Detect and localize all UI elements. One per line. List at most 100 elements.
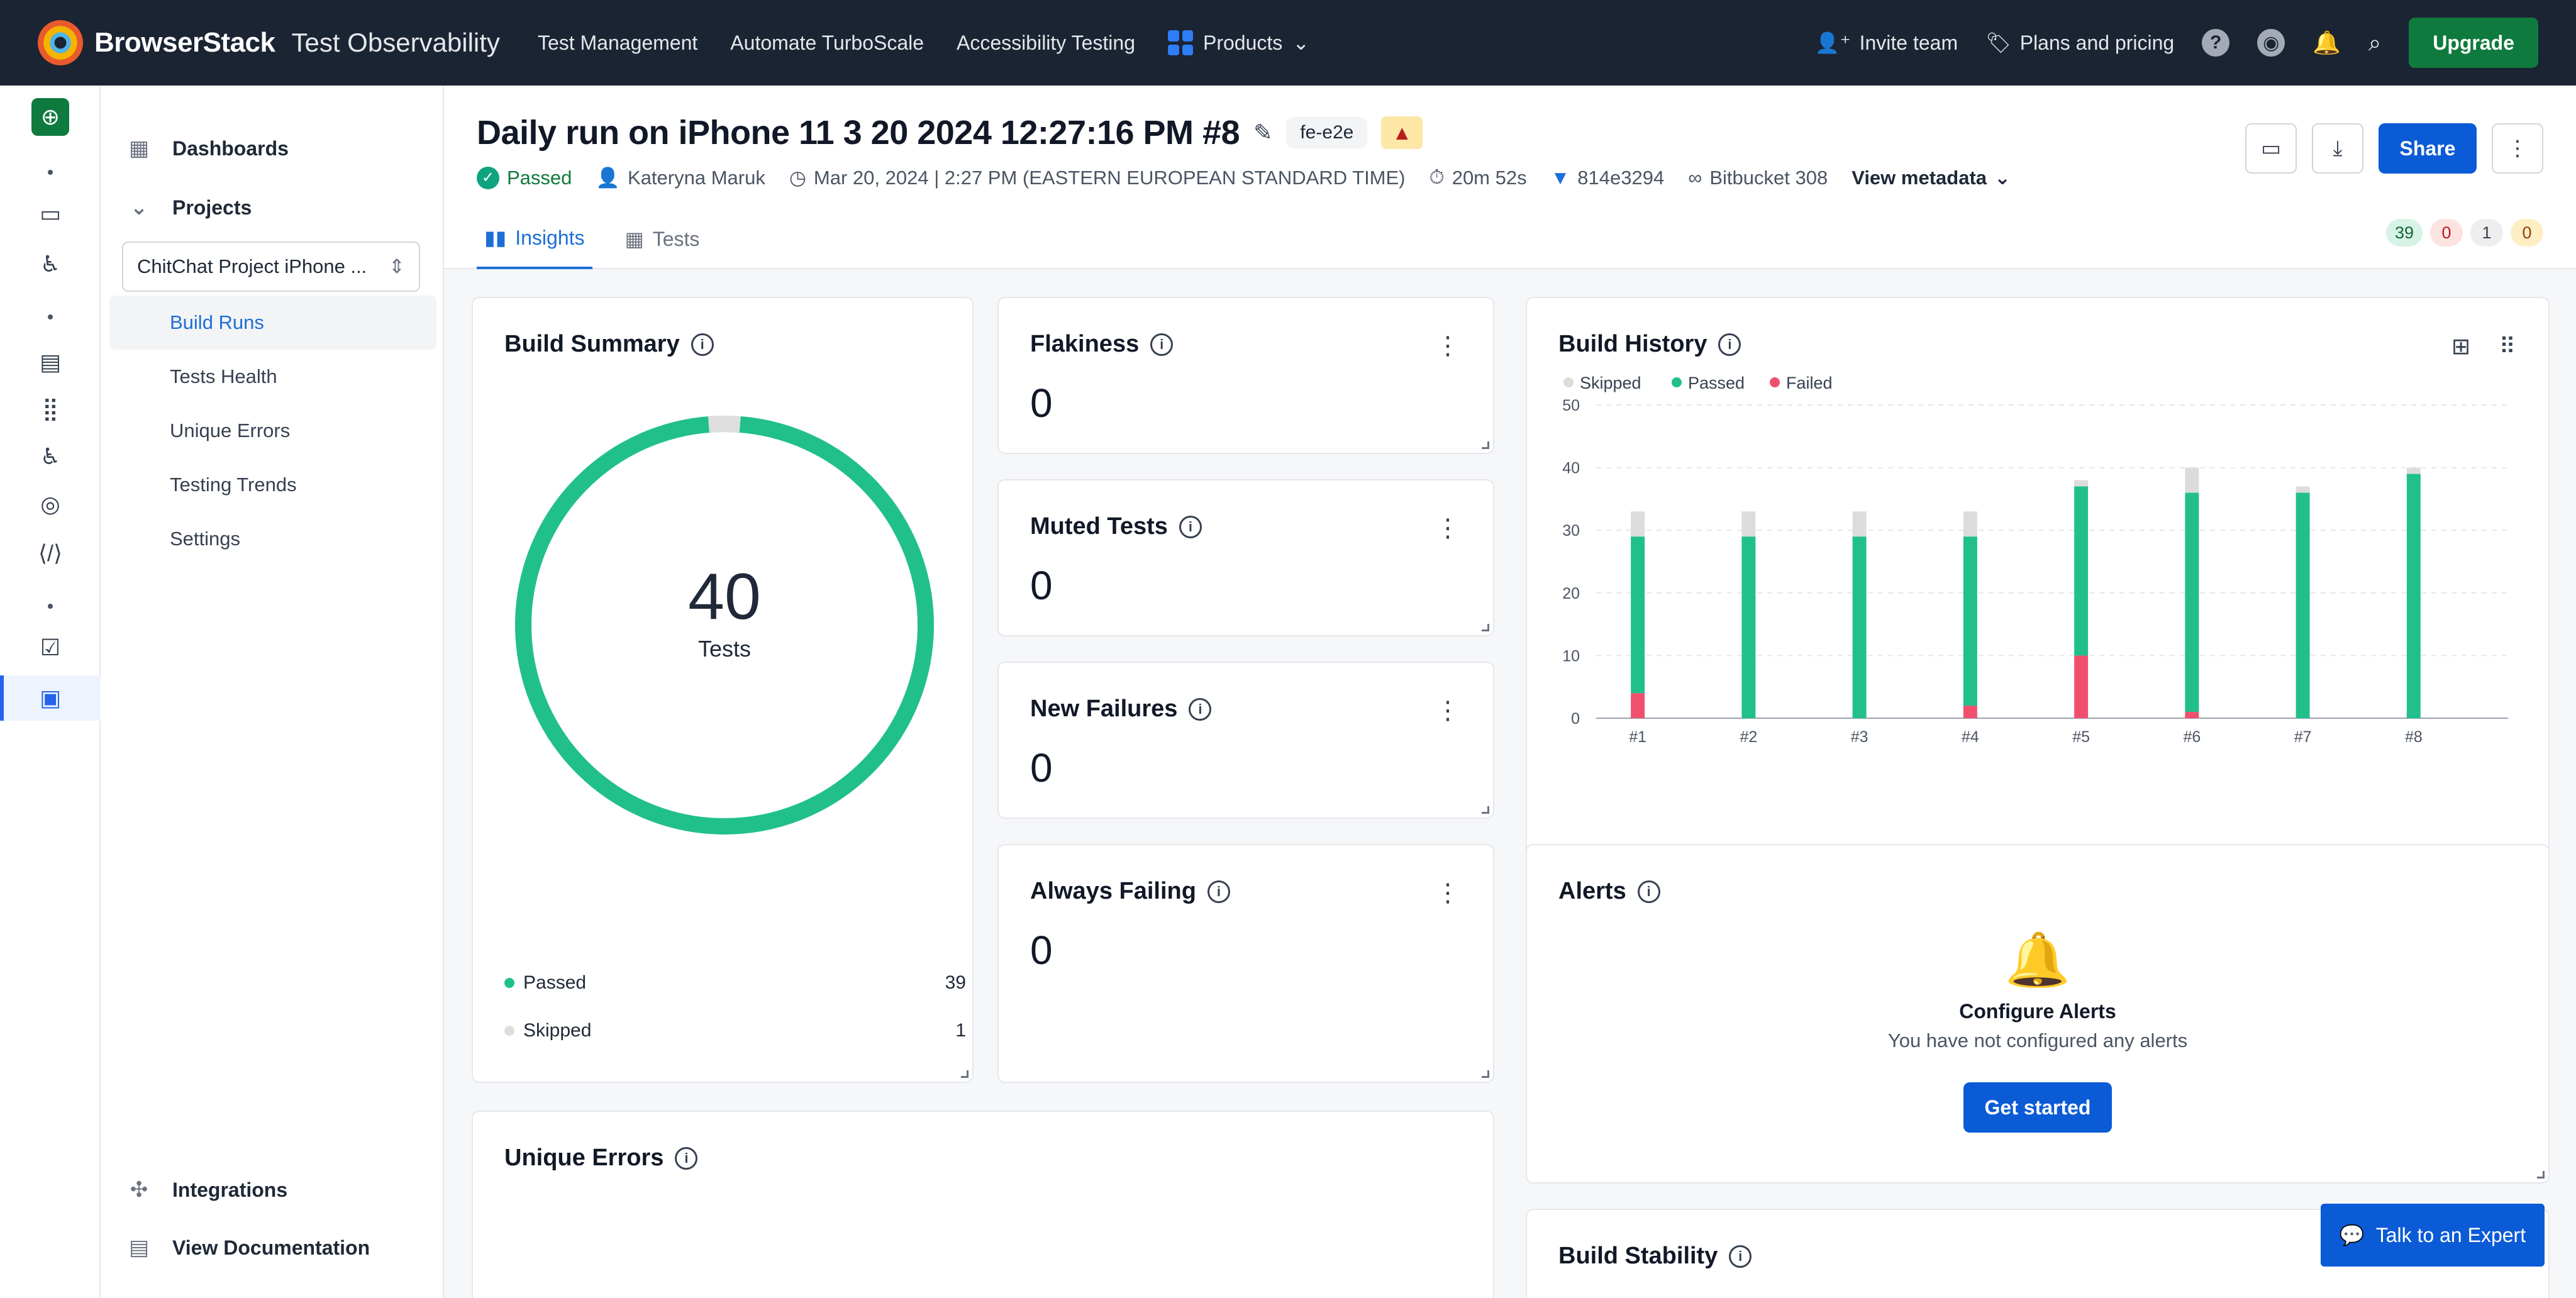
title-row: Daily run on iPhone 11 3 20 2024 12:27:1… bbox=[477, 113, 1423, 152]
always-failing-card: Always Failing i ⋮ 0 bbox=[997, 844, 1494, 1083]
comment-button[interactable]: ▭ bbox=[2245, 123, 2297, 174]
plans-pricing-link[interactable]: 🏷 Plans and pricing bbox=[1985, 31, 2174, 55]
info-icon[interactable]: i bbox=[1718, 333, 1741, 356]
bell-icon[interactable]: 🔔 bbox=[2312, 30, 2341, 55]
edit-wand-icon[interactable]: ✎ bbox=[1253, 119, 1273, 145]
side-nav-footer: ✣ Integrations ▤ View Documentation bbox=[101, 1165, 443, 1273]
talk-to-expert-button[interactable]: 💬 Talk to an Expert bbox=[2321, 1204, 2545, 1267]
y-tick-label: 20 bbox=[1562, 585, 1580, 602]
resize-handle[interactable] bbox=[1482, 624, 1489, 631]
flaky-count[interactable]: 0 bbox=[2511, 219, 2543, 247]
globe-icon[interactable]: ⊕ bbox=[31, 98, 69, 136]
integrations-link[interactable]: ✣ Integrations bbox=[101, 1165, 443, 1215]
nav-test-management[interactable]: Test Management bbox=[537, 31, 698, 54]
projects-toggle[interactable]: ⌄ Projects bbox=[101, 182, 443, 233]
talk-to-expert-label: Talk to an Expert bbox=[2375, 1223, 2526, 1246]
nav-automate-turboscale[interactable]: Automate TurboScale bbox=[730, 31, 924, 54]
test-management-icon[interactable]: ☑ bbox=[40, 635, 61, 660]
info-icon[interactable]: i bbox=[1207, 880, 1230, 903]
passed-count[interactable]: 39 bbox=[2385, 219, 2423, 247]
products-grid-icon bbox=[1168, 30, 1193, 55]
brand-name: BrowserStack bbox=[94, 27, 275, 58]
upgrade-button[interactable]: Upgrade bbox=[2409, 18, 2538, 68]
info-icon[interactable]: i bbox=[691, 333, 714, 356]
devices-icon[interactable]: ▭ bbox=[39, 201, 61, 226]
info-icon[interactable]: i bbox=[1189, 697, 1212, 721]
sidebar-item-tests-health[interactable]: Tests Health bbox=[170, 365, 277, 387]
info-icon[interactable]: i bbox=[1637, 880, 1660, 903]
document-icon: ▤ bbox=[128, 1236, 150, 1260]
help-icon[interactable]: ? bbox=[2202, 29, 2230, 57]
bar-passed bbox=[2185, 492, 2199, 713]
get-started-button[interactable]: Get started bbox=[1963, 1082, 2112, 1133]
drag-handle-icon[interactable]: ⠿ bbox=[2499, 333, 2516, 359]
build-meta: ✓ Passed 👤 Kateryna Maruk ◷ Mar 20, 2024… bbox=[477, 166, 2011, 189]
share-button[interactable]: Share bbox=[2379, 123, 2477, 174]
passed-dot bbox=[504, 978, 514, 988]
bitbucket-link[interactable]: ∞ Bitbucket 308 bbox=[1688, 167, 1828, 189]
apps-grid-icon[interactable]: ⣿ bbox=[42, 396, 59, 421]
failed-count[interactable]: 0 bbox=[2430, 219, 2463, 247]
resize-handle[interactable] bbox=[961, 1070, 969, 1078]
new-failures-card: New Failures i ⋮ 0 bbox=[997, 662, 1494, 819]
nav-accessibility-testing[interactable]: Accessibility Testing bbox=[957, 31, 1135, 54]
kebab-icon[interactable]: ⋮ bbox=[1435, 332, 1460, 360]
download-button[interactable]: ⤓ bbox=[2312, 123, 2363, 174]
bar-passed bbox=[1963, 536, 1977, 706]
accessibility-icon[interactable]: ♿ bbox=[40, 251, 61, 277]
x-tick-label: #7 bbox=[2294, 728, 2312, 746]
account-icon[interactable]: ◉ bbox=[2257, 29, 2285, 57]
resize-handle[interactable] bbox=[2537, 1171, 2545, 1179]
x-tick-label: #8 bbox=[2405, 728, 2423, 746]
resize-handle[interactable] bbox=[1482, 1070, 1489, 1078]
project-select[interactable]: ChitChat Project iPhone ... ⇕ bbox=[122, 241, 420, 292]
legend-passed-label: Passed bbox=[523, 972, 587, 993]
app-devices-icon[interactable]: ▤ bbox=[39, 349, 61, 375]
muted-tests-title: Muted Tests bbox=[1030, 513, 1168, 540]
kebab-icon[interactable]: ⋮ bbox=[1435, 879, 1460, 907]
info-icon[interactable]: i bbox=[1729, 1245, 1752, 1268]
card-title: Build Stability i bbox=[1558, 1243, 1752, 1270]
code-icon[interactable]: ⟨/⟩ bbox=[38, 540, 63, 566]
bar-passed bbox=[2296, 492, 2310, 718]
legend-passed-value: 39 bbox=[945, 972, 966, 993]
sidebar-item-settings[interactable]: Settings bbox=[170, 528, 241, 550]
build-history-card: Build History i ⊞ ⠿ Skipped Passed Failed 0… bbox=[1526, 297, 2550, 901]
build-history-chart: Skipped Passed Failed 0 10 20 30 40 50 #1 #2 #3 #4 #5… bbox=[1562, 374, 2508, 746]
resize-handle[interactable] bbox=[1482, 806, 1489, 814]
expand-chart-icon[interactable]: ⊞ bbox=[2451, 333, 2470, 359]
more-button[interactable]: ⋮ bbox=[2492, 123, 2543, 174]
documentation-link[interactable]: ▤ View Documentation bbox=[101, 1223, 443, 1273]
sidebar-item-testing-trends[interactable]: Testing Trends bbox=[170, 474, 297, 496]
app-accessibility-icon[interactable]: ♿ bbox=[40, 443, 61, 469]
card-title: Always Failing i bbox=[1030, 878, 1230, 905]
search-icon[interactable]: ⌕ bbox=[2368, 29, 2382, 55]
visual-testing-icon[interactable]: ◎ bbox=[40, 491, 60, 517]
kebab-icon[interactable]: ⋮ bbox=[1435, 697, 1460, 724]
legend-label: Failed bbox=[1786, 374, 1833, 392]
warning-icon[interactable]: ▲ bbox=[1381, 116, 1423, 149]
updown-chevron-icon: ⇕ bbox=[389, 255, 405, 277]
sidebar-item-build-runs[interactable]: Build Runs bbox=[109, 296, 436, 350]
info-icon[interactable]: i bbox=[675, 1146, 698, 1170]
bar-passed bbox=[2074, 486, 2089, 656]
build-history-title: Build History bbox=[1558, 331, 1707, 357]
view-metadata-toggle[interactable]: View metadata ⌄ bbox=[1852, 167, 2011, 189]
info-icon[interactable]: i bbox=[1150, 333, 1174, 356]
resize-handle[interactable] bbox=[1482, 441, 1489, 449]
commit[interactable]: ▼ 814e3294 bbox=[1551, 167, 1665, 189]
tab-insights[interactable]: ▮▮ Insights bbox=[477, 209, 592, 269]
skipped-count[interactable]: 1 bbox=[2470, 219, 2503, 247]
kebab-icon[interactable]: ⋮ bbox=[1435, 514, 1460, 542]
invite-team-button[interactable]: 👤⁺ Invite team bbox=[1815, 31, 1958, 55]
muted-tests-value: 0 bbox=[1030, 563, 1053, 608]
products-menu[interactable]: Products ⌄ bbox=[1168, 30, 1309, 55]
tab-tests[interactable]: ▦ Tests bbox=[618, 209, 708, 269]
sidebar-item-unique-errors[interactable]: Unique Errors bbox=[170, 419, 291, 441]
comment-icon: ▭ bbox=[2260, 136, 2282, 160]
test-observability-icon[interactable]: ▣ bbox=[39, 685, 61, 711]
dashboards-link[interactable]: ▦ Dashboards bbox=[101, 123, 443, 174]
info-icon[interactable]: i bbox=[1179, 515, 1202, 538]
build-stability-title: Build Stability bbox=[1558, 1243, 1718, 1269]
brand[interactable]: BrowserStack Test Observability bbox=[38, 20, 500, 65]
